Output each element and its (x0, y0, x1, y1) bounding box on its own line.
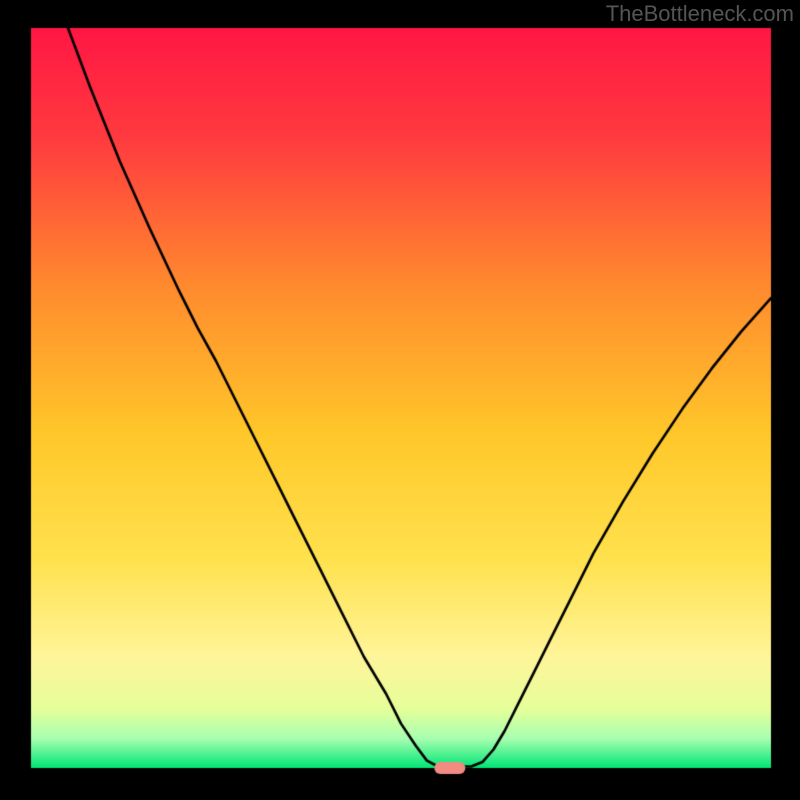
watermark-text: TheBottleneck.com (606, 1, 794, 27)
chart-container: TheBottleneck.com (0, 0, 800, 800)
bottleneck-chart-canvas (0, 0, 800, 800)
